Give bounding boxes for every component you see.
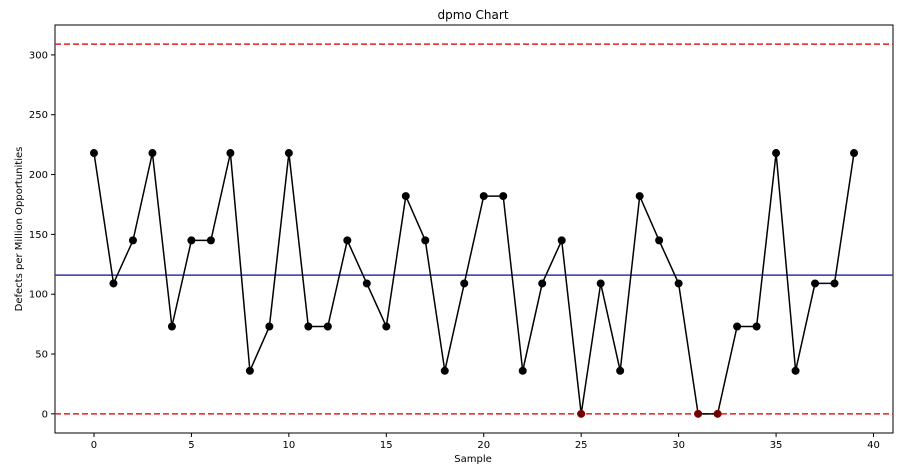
x-tick-label: 15 [380,440,393,451]
data-point [577,409,586,418]
data-point [655,236,664,245]
data-point [284,149,293,158]
x-tick-label: 35 [770,440,783,451]
data-point [421,236,430,245]
data-point [752,322,761,331]
x-tick-label: 0 [91,440,97,451]
data-point [538,279,547,288]
chart-title: dpmo Chart [437,8,508,22]
data-point [772,149,781,158]
x-tick-label: 20 [477,440,490,451]
data-point [616,366,625,375]
data-point [343,236,352,245]
data-point [206,236,215,245]
data-point [830,279,839,288]
y-tick-label: 200 [29,170,48,181]
data-point [401,192,410,201]
data-point [226,149,235,158]
y-tick-label: 50 [35,350,48,361]
data-point [694,409,703,418]
data-point [323,322,332,331]
y-tick-label: 250 [29,110,48,121]
x-tick-label: 30 [672,440,685,451]
data-point [674,279,683,288]
x-tick-label: 10 [282,440,295,451]
data-point [811,279,820,288]
y-tick-label: 150 [29,230,48,241]
data-point [362,279,371,288]
x-tick-label: 25 [575,440,588,451]
plot-area: 0 5 10 15 20 25 30 35 40 0 50 100 150 200 250 300 [29,24,894,451]
y-tick-label: 300 [29,50,48,61]
y-axis-label: Defects per Million Opportunities [14,147,25,312]
data-point [109,279,118,288]
x-tick-label: 40 [867,440,880,451]
series-line [93,152,855,415]
data-point [304,322,313,331]
data-point [382,322,391,331]
data-point [713,409,722,418]
data-point [245,366,254,375]
data-point [460,279,469,288]
data-point [499,192,508,201]
x-tick-label: 5 [188,440,194,451]
data-point [167,322,176,331]
data-point [128,236,137,245]
data-point [479,192,488,201]
data-point [791,366,800,375]
data-point [265,322,274,331]
data-point [557,236,566,245]
y-tick-label: 100 [29,290,48,301]
data-point [187,236,196,245]
data-point [733,322,742,331]
data-point [635,192,644,201]
plot-frame [54,24,894,434]
data-point [596,279,605,288]
y-tick-label: 0 [42,409,48,420]
data-point [850,149,859,158]
x-axis-label: Sample [454,454,492,465]
data-point [89,149,98,158]
data-point [440,366,449,375]
data-point [148,149,157,158]
data-point [518,366,527,375]
